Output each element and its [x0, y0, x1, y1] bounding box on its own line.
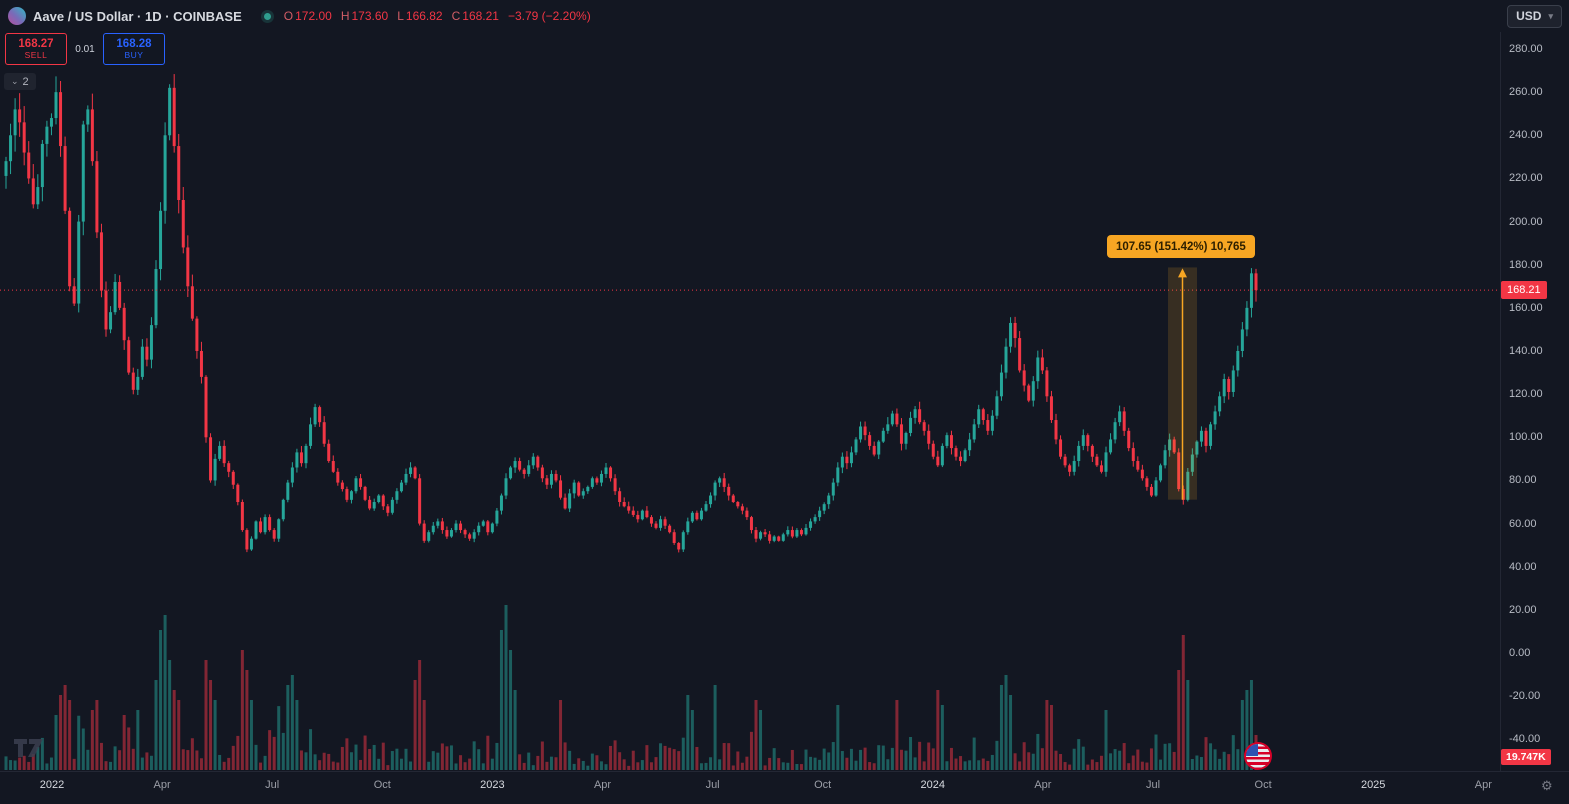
time-axis-label: Jul: [265, 779, 280, 791]
ohlc-pair: H 173.60: [340, 9, 389, 23]
currency-selector-button[interactable]: USD ▾: [1507, 4, 1562, 28]
price-axis-label: 40.00: [1509, 560, 1537, 573]
chart-header: Aave / US Dollar · 1D · COINBASE O 172.00…: [0, 0, 1569, 32]
trade-panel: 168.27 SELL 0.01 168.28 BUY: [5, 33, 165, 65]
price-range-label[interactable]: 107.65 (151.42%) 10,765: [1107, 235, 1255, 258]
price-axis-label: -40.00: [1509, 733, 1541, 746]
us-flag-icon[interactable]: [1246, 744, 1270, 768]
price-axis-label: 260.00: [1509, 86, 1543, 99]
price-axis-label: 20.00: [1509, 603, 1537, 616]
time-axis-label: Apr: [153, 779, 171, 791]
price-axis-label: 140.00: [1509, 345, 1543, 357]
time-axis-label: Oct: [1254, 779, 1272, 791]
price-change: −3.79 (−2.20%): [507, 9, 591, 23]
buy-price: 168.28: [116, 38, 152, 50]
spread-value: 0.01: [75, 43, 95, 55]
price-axis-label: 120.00: [1509, 388, 1543, 401]
time-axis-label: Jul: [705, 779, 720, 791]
buy-button[interactable]: 168.28 BUY: [103, 33, 165, 65]
time-axis-label: Jul: [1145, 779, 1161, 791]
sell-price: 168.27: [18, 38, 54, 50]
time-axis-label: 2023: [480, 779, 505, 791]
candles: [4, 74, 1258, 553]
time-axis-label: 2025: [1360, 779, 1386, 791]
price-axis-label: 280.00: [1509, 43, 1543, 55]
time-axis-label: Oct: [373, 779, 391, 791]
price-axis[interactable]: 280.00 260.00 240.00 220.00 200.00 180.00 160.…: [1500, 32, 1569, 771]
volume-bars: [4, 605, 1258, 770]
price-axis-label: 220.00: [1509, 172, 1543, 185]
ohlc-readout: O 172.00 H 173.60 L 166.82 C 168.21: [284, 9, 499, 23]
ohlc-pair: C 168.21: [451, 9, 499, 23]
buy-label: BUY: [124, 49, 144, 60]
price-axis-label: -20.00: [1509, 690, 1541, 703]
tradingview-logo-watermark[interactable]: [14, 739, 48, 761]
time-axis-label: Apr: [1474, 779, 1492, 791]
symbol-title[interactable]: Aave / US Dollar · 1D · COINBASE: [33, 8, 242, 24]
price-range-drawing[interactable]: [1168, 267, 1197, 500]
object-count: 2: [22, 75, 29, 88]
time-axis-label: 2022: [39, 779, 65, 791]
axis-settings-gear-icon[interactable]: ⚙: [1541, 778, 1553, 793]
price-axis-label: 80.00: [1509, 474, 1537, 487]
price-axis-label: 0.00: [1509, 647, 1531, 659]
price-axis-label: 100.00: [1509, 431, 1543, 444]
ohlc-pair: L 166.82: [397, 9, 443, 23]
price-axis-label: 240.00: [1509, 129, 1543, 142]
aave-logo-icon: [8, 7, 26, 25]
last-price-tag: 168.21: [1501, 281, 1547, 300]
time-axis-label: Oct: [814, 779, 832, 791]
chevron-down-icon: ⌄: [11, 76, 19, 86]
time-axis-label: 2024: [920, 779, 946, 791]
price-axis-label: 200.00: [1509, 215, 1543, 228]
volume-value-tag: 19.747K: [1501, 749, 1551, 765]
price-axis-label: 160.00: [1509, 301, 1543, 314]
time-axis-label: Apr: [593, 779, 612, 791]
ohlc-pair: O 172.00: [283, 9, 332, 23]
object-tree-badge[interactable]: ⌄ 2: [4, 73, 36, 90]
currency-label: USD: [1516, 9, 1542, 23]
time-axis[interactable]: ⚙ 2022 Apr Jul Oct 2023 Apr Jul Oct 2024 Apr Jul Oc…: [0, 771, 1569, 804]
price-axis-label: 180.00: [1509, 258, 1543, 271]
market-status-icon[interactable]: [263, 12, 271, 20]
price-axis-label: 60.00: [1509, 517, 1537, 530]
chevron-down-icon: ▾: [1548, 10, 1553, 21]
sell-label: SELL: [24, 49, 48, 60]
sell-button[interactable]: 168.27 SELL: [5, 33, 67, 65]
time-axis-label: Apr: [1034, 779, 1052, 791]
